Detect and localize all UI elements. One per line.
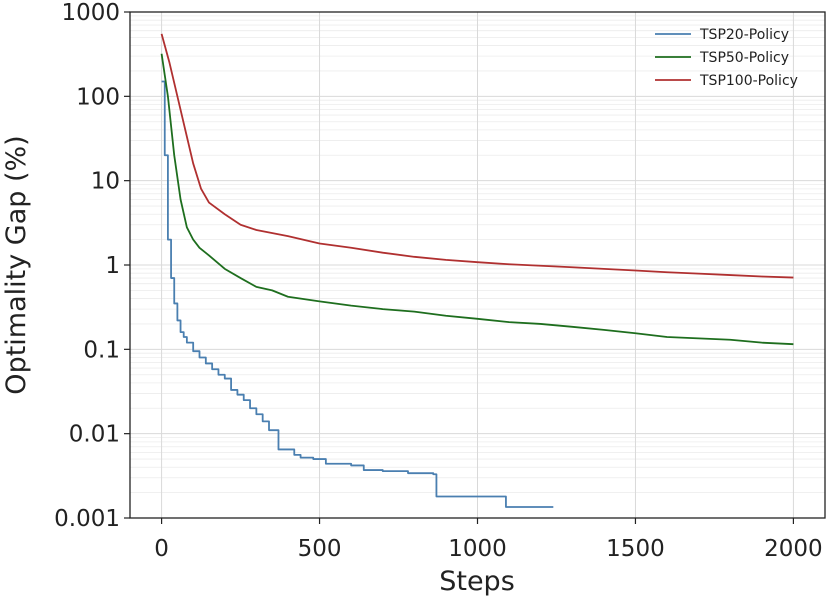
x-tick-label: 1500 xyxy=(606,536,665,562)
y-tick-label: 0.001 xyxy=(54,506,120,532)
y-tick-label: 0.1 xyxy=(83,337,120,363)
legend-label: TSP20-Policy xyxy=(699,27,789,43)
legend-label: TSP100-Policy xyxy=(699,73,798,89)
series-line-1 xyxy=(161,80,554,508)
legend: TSP20-Policy TSP50-Policy TSP100-Policy xyxy=(655,27,798,89)
x-axis: 0 500 1000 1500 2000 xyxy=(154,518,823,562)
grid xyxy=(130,11,825,519)
x-tick-label: 2000 xyxy=(764,536,823,562)
legend-label: TSP50-Policy xyxy=(699,50,789,66)
y-tick-label: 1000 xyxy=(61,0,120,26)
y-tick-label: 0.01 xyxy=(69,422,120,448)
y-axis: 0.001 0.01 0.1 1 10 100 1000 xyxy=(54,0,130,532)
series-line-3 xyxy=(160,33,794,279)
x-axis-label: Steps xyxy=(439,566,515,597)
series-line-2 xyxy=(160,53,794,346)
series-lines xyxy=(160,33,794,508)
y-tick-label: 10 xyxy=(91,169,120,195)
x-tick-label: 1000 xyxy=(448,536,507,562)
x-tick-label: 500 xyxy=(298,536,342,562)
y-axis-label: Optimality Gap (%) xyxy=(1,135,32,394)
x-tick-label: 0 xyxy=(154,536,169,562)
y-tick-label: 1 xyxy=(105,253,120,279)
y-tick-label: 100 xyxy=(76,84,120,110)
